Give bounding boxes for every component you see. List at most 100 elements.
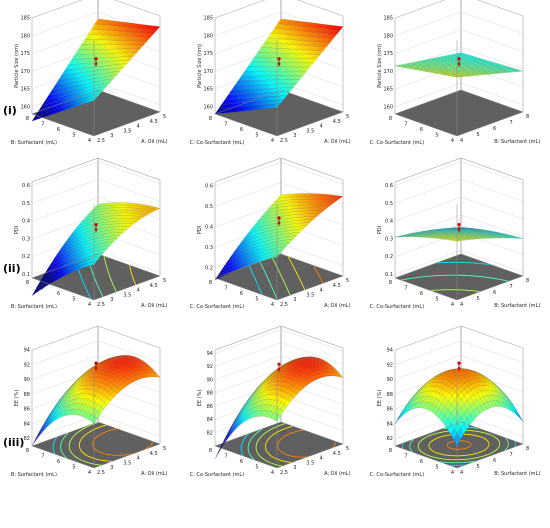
left-axis-tick-label: 7	[224, 286, 227, 292]
z-tick-label: 0.3	[205, 245, 213, 251]
z-tick-labels: 82 84 86 88 90 92 94	[387, 348, 393, 443]
left-axis-label: C: Co-Surfactant (mL)	[190, 140, 245, 146]
surface-facet	[398, 410, 405, 421]
right-axis-tick-label: 7	[510, 284, 513, 290]
left-axis-tick-label: 4	[271, 138, 274, 144]
left-axis-tick-label: 4	[451, 138, 454, 144]
left-axis-tick-label: 7	[41, 122, 44, 128]
right-axis-tick-label: 4.5	[150, 119, 158, 125]
right-axis-tick-label: 6	[493, 290, 496, 296]
left-axis-label: B: Surfactant (mL)	[11, 140, 57, 146]
left-axis-tick-label: 7	[41, 454, 44, 460]
z-tick-label: 0.6	[22, 183, 30, 189]
right-axis-tick-label: 3.5	[123, 292, 131, 298]
design-point-marker	[457, 361, 461, 365]
right-axis-tick-label: 5	[346, 446, 349, 452]
left-axis-tick-label: 8	[389, 116, 392, 122]
z-tick-label: 92	[387, 362, 393, 368]
z-tick-label: 82	[207, 430, 213, 436]
right-axis-tick-label: 3.5	[306, 292, 314, 298]
surface-facet	[516, 412, 524, 422]
right-axis-tick-label: 7	[510, 120, 513, 126]
right-axis-tick-label: 6	[493, 458, 496, 464]
left-axis-ticks: 4 5 6 7 8	[209, 116, 274, 144]
design-point-marker	[94, 57, 98, 61]
row-label-ii: (ii)	[3, 262, 21, 275]
z-axis-label: PDI	[197, 226, 203, 234]
left-axis-tick-label: 5	[435, 465, 438, 471]
left-axis-tick-label: 5	[255, 297, 258, 303]
z-tick-label: 160	[20, 104, 30, 110]
design-point-marker	[277, 367, 281, 371]
left-axis-tick-label: 5	[72, 133, 75, 139]
z-tick-label: 185	[203, 16, 213, 22]
row-label-i: (i)	[3, 104, 17, 117]
z-tick-label: 0.1	[22, 272, 30, 278]
right-axis-tick-label: 2.5	[280, 138, 288, 144]
left-axis-tick-label: 4	[88, 470, 91, 476]
z-gridline	[394, 29, 524, 54]
left-axis-tick-label: 5	[255, 465, 258, 471]
right-axis-tick-label: 2.5	[97, 138, 105, 144]
z-tick-label: 86	[387, 407, 393, 413]
z-tick-labels: 82 84 86 88 90 92 94	[24, 348, 30, 443]
left-axis-tick-label: 4	[271, 302, 274, 308]
left-axis-label: C: Co-Surfactant (mL)	[190, 472, 245, 478]
right-axis-tick-label: 7	[510, 452, 513, 458]
left-axis-label: C: Co-Surfactant (mL)	[370, 304, 425, 310]
floor-contour	[313, 265, 324, 284]
z-tick-label: 180	[203, 33, 213, 39]
z-axis-label: Particle Size (nm)	[377, 44, 383, 88]
right-axis-label: A: Oil (mL)	[141, 471, 168, 477]
right-axis-tick-label: 4	[460, 470, 463, 476]
surface-mesh	[394, 52, 524, 78]
right-axis-label: A: Oil (mL)	[141, 303, 168, 309]
floor-plane	[395, 254, 523, 300]
right-axis-tick-label: 5	[163, 278, 166, 284]
surface-facet	[394, 413, 402, 424]
design-point-marker	[94, 62, 98, 66]
floor-plane	[215, 90, 343, 136]
left-axis-tick-label: 7	[404, 286, 407, 292]
z-gridline	[214, 161, 344, 187]
surface-mesh	[394, 368, 524, 446]
z-tick-label: 175	[383, 51, 393, 57]
right-axis-label: B: Surfactant (mL)	[494, 471, 540, 477]
right-axis-tick-label: 4.5	[150, 451, 158, 457]
z-tick-label: 86	[24, 407, 30, 413]
right-axis-label: B: Surfactant (mL)	[494, 139, 540, 145]
design-point-marker	[457, 366, 461, 370]
right-axis-tick-label: 2.5	[280, 302, 288, 308]
left-axis-tick-label: 7	[224, 122, 227, 128]
z-tick-label: 0.2	[205, 265, 213, 271]
design-point-marker	[457, 228, 461, 231]
z-gridline	[394, 325, 524, 351]
z-tick-label: 94	[387, 348, 393, 354]
z-axis-label: PDI	[377, 226, 383, 234]
z-tick-label: 94	[24, 348, 30, 354]
right-axis-tick-label: 5	[163, 446, 166, 452]
z-tick-label: 170	[203, 69, 213, 75]
left-axis-tick-label: 7	[404, 122, 407, 128]
design-point-marker	[277, 216, 281, 220]
z-tick-labels: 160 165 170 175 180 185	[20, 16, 30, 111]
z-tick-label: 180	[383, 33, 393, 39]
z-tick-label: 0.3	[22, 236, 30, 242]
z-gridline	[31, 179, 161, 204]
design-point-marker	[457, 62, 461, 66]
right-axis-tick-label: 4.5	[333, 451, 341, 457]
left-axis-tick-label: 6	[420, 127, 423, 133]
right-axis-tick-label: 2.5	[97, 470, 105, 476]
right-axis-tick-label: 3.5	[306, 128, 314, 134]
z-tick-label: 170	[383, 69, 393, 75]
right-axis-tick-label: 4	[460, 302, 463, 308]
right-axis-tick-label: 3	[110, 133, 113, 139]
z-tick-label: 90	[387, 377, 393, 383]
floor-plane	[395, 90, 523, 136]
floor-contour	[287, 256, 306, 291]
surface-mesh	[214, 193, 344, 281]
design-point-marker	[94, 228, 98, 231]
floor-plane	[32, 90, 160, 136]
right-axis-tick-label: 8	[526, 114, 529, 120]
z-tick-labels: 160 165 170 175 180 185	[203, 16, 213, 111]
